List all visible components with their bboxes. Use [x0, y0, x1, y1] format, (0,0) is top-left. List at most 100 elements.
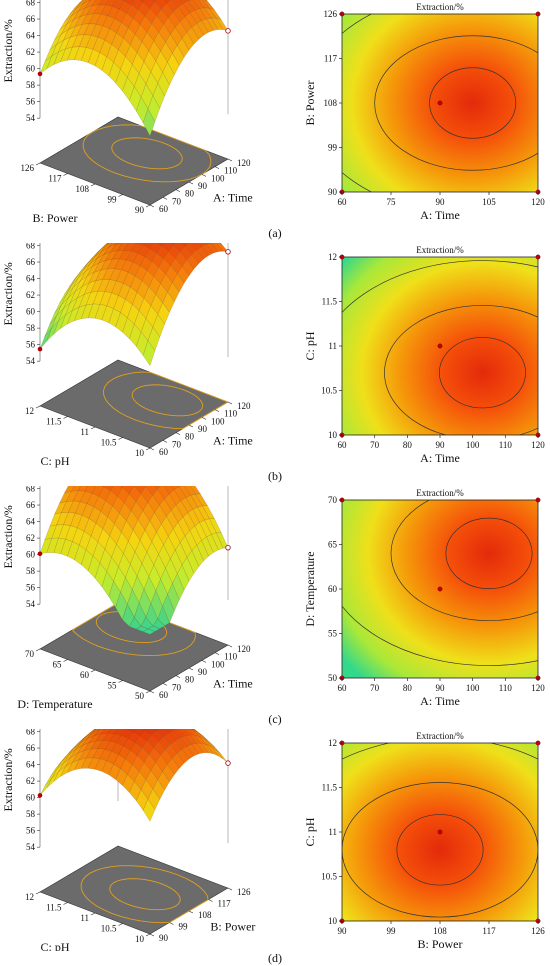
y-tick-label: 90	[328, 187, 338, 197]
x-tick-label: 60	[338, 683, 348, 693]
contour-line	[390, 500, 538, 622]
y-tick-label: 12	[328, 252, 337, 262]
x-tick-label: 80	[185, 189, 195, 199]
contour-line	[342, 500, 538, 666]
x-tick-label: 60	[338, 440, 348, 450]
x-tick	[214, 166, 220, 169]
z-tick-label: 66	[26, 743, 36, 753]
x-tick	[227, 401, 233, 405]
y-tick	[63, 902, 68, 905]
surface-z-label: Extraction/%	[1, 505, 15, 568]
y-tick-label: 117	[324, 54, 338, 64]
surface-cell	[152, 0, 157, 3]
z-tick-label: 54	[26, 356, 36, 366]
surface-plot-d: 706866646260585654Extraction/%9099108117…	[1, 729, 255, 951]
y-tick	[118, 680, 123, 683]
x-tick-label: 126	[531, 926, 545, 936]
x-tick-label: 99	[387, 926, 397, 936]
contour-line	[342, 260, 538, 435]
z-tick-label: 60	[26, 793, 36, 803]
design-point	[535, 11, 541, 17]
x-tick	[188, 667, 194, 671]
surface-z-label: Extraction/%	[1, 19, 15, 82]
x-tick-label: 126	[237, 887, 251, 897]
x-tick	[188, 910, 194, 914]
x-tick-label: 110	[224, 166, 238, 176]
surface-z-label: Extraction/%	[1, 262, 15, 325]
y-tick-label: 55	[108, 681, 118, 691]
surface-mesh	[39, 729, 229, 822]
y-tick-label: 10.5	[321, 386, 337, 396]
surface-mesh	[39, 243, 229, 366]
design-point	[225, 544, 231, 551]
x-tick-label: 60	[159, 204, 169, 214]
y-tick-label: 10	[135, 448, 145, 458]
x-tick-label: 108	[198, 910, 212, 920]
contour-y-label: C: pH	[303, 331, 317, 360]
x-tick	[227, 887, 233, 891]
surface-mesh	[39, 0, 229, 137]
design-point	[37, 793, 43, 798]
y-tick	[145, 204, 151, 208]
z-tick-label: 66	[26, 14, 36, 24]
surface-y-label: C: pH	[40, 940, 69, 951]
contour-plot-d: Extraction/% 90 99 108 117 126 12 11.5 11 10.5 10 B…	[303, 731, 545, 951]
x-tick	[227, 158, 233, 162]
contour-line	[445, 517, 533, 589]
x-tick-label: 100	[211, 416, 225, 426]
design-point	[437, 586, 443, 592]
z-tick-label: 62	[26, 533, 35, 543]
contour-y-label: C: pH	[303, 817, 317, 846]
y-tick	[63, 659, 68, 662]
x-tick-label: 60	[338, 197, 348, 207]
x-tick-label: 100	[466, 683, 480, 693]
x-tick-label: 70	[370, 683, 380, 693]
z-tick-label: 54	[26, 599, 36, 609]
y-tick-label: 65	[53, 660, 63, 670]
surface-cell	[39, 778, 52, 796]
floor-contour	[80, 865, 209, 924]
x-tick-label: 100	[211, 659, 225, 669]
surface-cell	[142, 729, 147, 731]
z-tick-label: 64	[26, 517, 36, 527]
x-tick	[214, 409, 220, 412]
contour-plot-a: Extraction/%60 75 90 105 1201261171089990A: …	[303, 2, 545, 222]
design-point	[225, 28, 231, 34]
design-point	[535, 254, 541, 260]
x-tick-label: 100	[211, 173, 225, 183]
y-tick-label: 10	[328, 430, 338, 440]
contour-line	[438, 337, 526, 409]
panel-label-c: (c)	[268, 712, 282, 726]
z-tick-label: 64	[26, 274, 36, 284]
y-tick-label: 10.5	[101, 438, 117, 448]
z-tick-label: 58	[26, 323, 36, 333]
y-tick-label: 126	[324, 9, 338, 19]
panel-label-d: (d)	[268, 951, 282, 965]
x-tick	[201, 417, 207, 420]
y-tick-label: 50	[328, 673, 338, 683]
z-tick-label: 58	[26, 809, 36, 819]
x-tick-label: 60	[159, 447, 169, 457]
floor-contour	[131, 384, 204, 417]
x-tick	[149, 690, 155, 694]
design-point	[535, 740, 541, 746]
surface-y-label: D: Temperature	[17, 697, 92, 711]
x-tick	[214, 652, 220, 655]
z-tick-label: 56	[26, 340, 36, 350]
x-tick	[149, 933, 155, 937]
surface-y-label: C: pH	[40, 454, 69, 468]
y-tick-label: 99	[108, 195, 118, 205]
x-tick-label: 120	[237, 644, 251, 654]
y-tick	[90, 426, 96, 430]
y-tick-label: 108	[76, 184, 90, 194]
x-tick-label: 110	[499, 683, 513, 693]
y-tick-label: 70	[328, 495, 338, 505]
x-tick-label: 70	[172, 439, 182, 449]
surface-mesh	[39, 486, 229, 635]
x-tick-label: 70	[370, 440, 380, 450]
y-tick	[35, 891, 41, 895]
figure-panel-a: 706866646260585654Extraction/%6070809010…	[0, 0, 550, 242]
contour-y-label: B: Power	[303, 80, 317, 125]
z-tick-label: 60	[26, 550, 36, 560]
x-tick-label: 70	[172, 682, 182, 692]
